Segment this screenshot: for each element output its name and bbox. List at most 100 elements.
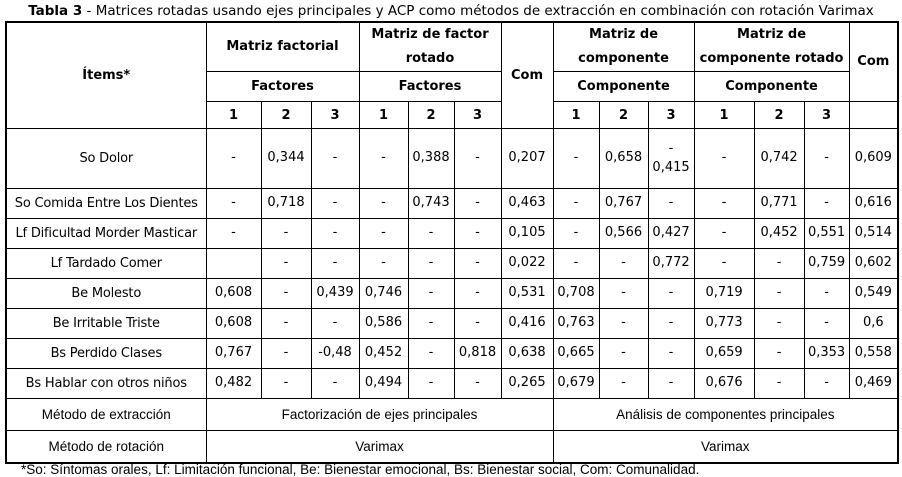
value-cell: - — [407, 308, 455, 339]
extraction-method-right: Análisis de componentes principales — [552, 398, 899, 431]
value-cell: - — [407, 248, 455, 279]
subheader-factores-2: Factores — [358, 71, 502, 102]
factor-number: 3 — [803, 101, 850, 129]
value-cell: 0,746 — [358, 278, 409, 309]
com-empty-cell — [848, 101, 899, 129]
value-cell: - — [552, 188, 600, 219]
value-cell: 0,719 — [693, 278, 755, 309]
value-cell: 0,353 — [803, 338, 850, 369]
value-cell: 0,6 — [848, 308, 899, 339]
value-cell: - — [803, 128, 850, 189]
value-cell: - — [205, 188, 262, 219]
value-cell: - — [310, 368, 360, 399]
table-row: Lf Dificultad Morder Masticar - - - - - -0,105… — [5, 218, 899, 249]
table-row: So Comida Entre Los Dientes -0,718- -0,743… — [5, 188, 899, 219]
table-row: Be Molesto 0,608-0,439 0,746- -0,531 0,708- -… — [5, 278, 899, 309]
value-cell: - — [407, 278, 455, 309]
value-cell: - 0,415 — [647, 128, 695, 189]
group-header-matriz-factorial: Matriz factorial — [205, 21, 360, 72]
value-cell: 0,609 — [848, 128, 899, 189]
value-cell: 0,773 — [693, 308, 755, 339]
value-cell: 0,439 — [310, 278, 360, 309]
value-cell: 0,207 — [500, 128, 554, 189]
group-header-matriz-componente: Matriz de componente — [552, 21, 695, 72]
subheader-factores-1: Factores — [205, 71, 360, 102]
com-header-right: Com — [848, 21, 899, 102]
header-row-groups: Ítems* Matriz factorial Matriz de factor… — [5, 21, 899, 129]
table-row: Lf Tardado Comer - - - - -0,022- -0,772- -0,759… — [5, 248, 899, 279]
footnote: *So: Síntomas orales, Lf: Limitación fun… — [21, 462, 700, 477]
factor-number: 2 — [407, 101, 455, 129]
value-cell: 0,463 — [500, 188, 554, 219]
table-caption-number: Tabla 3 — [28, 3, 83, 19]
value-cell: - — [310, 218, 360, 249]
subheader-componente-2: Componente — [693, 71, 850, 102]
table-body: So Dolor -0,344- -0,388-0,207-0,658- 0,415… — [5, 128, 899, 399]
group-header-matriz-factor-rotado: Matriz de factor rotado — [358, 21, 502, 72]
factor-number: 1 — [205, 101, 262, 129]
value-cell: - — [310, 308, 360, 339]
factor-number: 3 — [310, 101, 360, 129]
value-cell: - — [260, 278, 312, 309]
value-cell: - — [803, 278, 850, 309]
value-cell: - — [453, 128, 502, 189]
value-cell: - — [693, 218, 755, 249]
value-cell: - — [260, 338, 312, 369]
extraction-method-label: Método de extracción — [5, 398, 207, 431]
value-cell: - — [647, 308, 695, 339]
value-cell: 0,608 — [205, 278, 262, 309]
value-cell: 0,514 — [848, 218, 899, 249]
value-cell: - — [310, 128, 360, 189]
value-cell: - — [358, 248, 409, 279]
value-cell — [205, 248, 262, 279]
table-row: Bs Perdido Clases 0,767- -0,48 0,452-0,818 0… — [5, 338, 899, 369]
table-row: So Dolor -0,344- -0,388-0,207-0,658- 0,415… — [5, 128, 899, 189]
row-label: Lf Tardado Comer — [5, 248, 207, 279]
value-cell: - — [358, 188, 409, 219]
value-cell: 0,469 — [848, 368, 899, 399]
value-cell: 0,551 — [803, 218, 850, 249]
rotation-method-left: Varimax — [205, 430, 554, 463]
value-cell: - — [453, 368, 502, 399]
value-cell: - — [753, 248, 805, 279]
value-cell: 0,659 — [693, 338, 755, 369]
value-cell: 0,658 — [598, 128, 649, 189]
factor-number: 3 — [647, 101, 695, 129]
value-cell: - — [693, 188, 755, 219]
value-cell: 0,344 — [260, 128, 312, 189]
value-cell: 0,771 — [753, 188, 805, 219]
value-cell: 0,676 — [693, 368, 755, 399]
value-cell: - — [358, 128, 409, 189]
factor-number: 2 — [260, 101, 312, 129]
value-cell: - — [598, 248, 649, 279]
row-label: So Dolor — [5, 128, 207, 189]
value-cell: 0,022 — [500, 248, 554, 279]
value-cell: 0,638 — [500, 338, 554, 369]
value-cell: 0,427 — [647, 218, 695, 249]
value-cell: 0,767 — [205, 338, 262, 369]
value-cell: - — [205, 218, 262, 249]
value-cell: - — [260, 248, 312, 279]
value-cell: - — [205, 128, 262, 189]
value-cell: 0,767 — [598, 188, 649, 219]
factor-number: 2 — [753, 101, 805, 129]
factor-matrix-table: Ítems* Matriz factorial Matriz de factor… — [5, 21, 900, 464]
value-cell: 0,494 — [358, 368, 409, 399]
value-cell: 0,602 — [848, 248, 899, 279]
value-cell: - — [753, 308, 805, 339]
factor-number: 1 — [693, 101, 755, 129]
value-cell: - — [260, 368, 312, 399]
factor-number: 1 — [358, 101, 409, 129]
value-cell: 0,679 — [552, 368, 600, 399]
value-cell: - — [803, 368, 850, 399]
value-cell: 0,388 — [407, 128, 455, 189]
value-cell: 0,608 — [205, 308, 262, 339]
value-cell: - — [310, 188, 360, 219]
factor-number: 1 — [552, 101, 600, 129]
value-cell: - — [453, 278, 502, 309]
rotation-method-label: Método de rotación — [5, 430, 207, 463]
value-cell: - — [260, 218, 312, 249]
value-cell: 0,566 — [598, 218, 649, 249]
value-cell: 0,531 — [500, 278, 554, 309]
table-methods: Método de extracción Factorización de ej… — [5, 398, 899, 463]
